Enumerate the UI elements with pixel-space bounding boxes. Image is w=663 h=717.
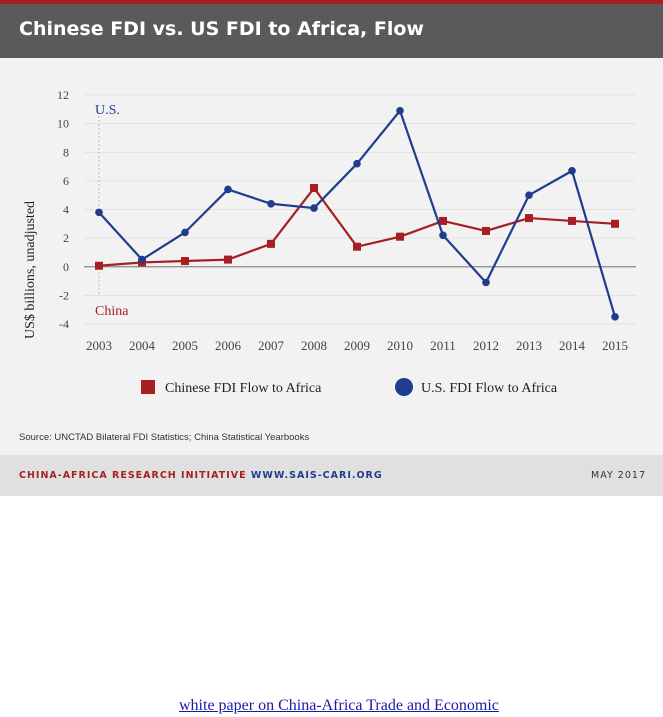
us-fdi-point xyxy=(181,228,189,237)
china-fdi-point xyxy=(267,239,275,248)
y-tick-label: 6 xyxy=(63,174,69,188)
x-tick-label: 2003 xyxy=(86,338,112,353)
x-tick-label: 2005 xyxy=(172,338,198,353)
y-tick-label: 8 xyxy=(63,145,69,159)
china-fdi-point xyxy=(568,216,576,225)
footer-date: MAY 2017 xyxy=(591,470,646,481)
legend-china-label: Chinese FDI Flow to Africa xyxy=(165,381,322,396)
us-fdi-point xyxy=(525,191,533,199)
china-fdi-point xyxy=(439,216,447,225)
x-tick-label: 2006 xyxy=(215,338,242,353)
x-tick-label: 2011 xyxy=(430,338,456,353)
grid-lines xyxy=(84,94,636,325)
legend-us-label: U.S. FDI Flow to Africa xyxy=(421,381,558,396)
us-fdi-point xyxy=(611,313,619,321)
series xyxy=(95,106,619,321)
white-paper-link[interactable]: white paper on China-Africa Trade and Ec… xyxy=(179,697,499,714)
chart-header: Chinese FDI vs. US FDI to Africa, Flow xyxy=(0,4,663,58)
china-fdi-point xyxy=(353,242,361,251)
us-fdi-point xyxy=(224,185,232,194)
us-fdi-point xyxy=(396,106,404,115)
chart-title: Chinese FDI vs. US FDI to Africa, Flow xyxy=(19,18,424,40)
y-axis: 12 10 8 6 4 2 0 -2 -4 xyxy=(57,88,69,331)
top-accent-stripe xyxy=(0,0,663,4)
china-fdi-point xyxy=(224,255,232,264)
source-note: Source: UNCTAD Bilateral FDI Statistics;… xyxy=(19,432,310,443)
y-tick-label: 10 xyxy=(57,117,69,131)
y-tick-label: 2 xyxy=(63,231,69,245)
y-tick-label: 0 xyxy=(63,260,69,274)
legend-us-swatch xyxy=(395,378,413,396)
us-fdi-line xyxy=(98,109,617,318)
china-fdi-line xyxy=(98,186,616,267)
china-fdi-point xyxy=(525,214,533,223)
y-tick-label: 4 xyxy=(63,203,69,217)
us-fdi-point xyxy=(95,208,103,217)
china-fdi-point xyxy=(95,261,103,270)
x-tick-label: 2008 xyxy=(301,338,327,353)
footer-url-link[interactable]: WWW.SAIS-CARI.ORG xyxy=(250,470,383,481)
china-fdi-point xyxy=(482,226,490,235)
footer-left: CHINA-AFRICA RESEARCH INITIATIVE WWW.SAI… xyxy=(19,470,383,481)
legend: Chinese FDI Flow to Africa U.S. FDI Flow … xyxy=(141,378,558,396)
x-tick-label: 2007 xyxy=(258,338,285,353)
x-axis: 2003 2004 2005 2006 2007 2008 2009 2010 2011 2012… xyxy=(86,338,628,353)
x-tick-label: 2004 xyxy=(129,338,156,353)
china-fdi-point xyxy=(396,232,404,241)
us-fdi-point xyxy=(310,204,318,212)
x-tick-label: 2009 xyxy=(344,338,370,353)
fdi-line-chart: 12 10 8 6 4 2 0 -2 -4 US$ billions, unadjusted 2… xyxy=(23,88,636,396)
china-fdi-point xyxy=(181,257,189,266)
china-fdi-point xyxy=(611,219,619,228)
us-fdi-point xyxy=(482,278,490,287)
us-fdi-point xyxy=(439,231,447,240)
china-fdi-point xyxy=(310,184,318,193)
annotations: U.S. China xyxy=(95,103,129,319)
y-axis-label: US$ billions, unadjusted xyxy=(23,201,38,339)
footer-org: CHINA-AFRICA RESEARCH INITIATIVE xyxy=(19,470,247,481)
y-tick-label: -4 xyxy=(59,317,69,331)
x-tick-label: 2012 xyxy=(473,338,499,353)
x-tick-label: 2013 xyxy=(516,338,542,353)
us-fdi-point xyxy=(267,199,275,208)
chart-card: Chinese FDI vs. US FDI to Africa, Flow 1… xyxy=(0,0,663,496)
us-fdi-point xyxy=(138,255,146,264)
us-fdi-point xyxy=(568,167,576,175)
x-tick-label: 2015 xyxy=(602,338,628,353)
us-series-annotation: U.S. xyxy=(95,103,120,118)
legend-china-swatch xyxy=(141,380,155,394)
china-series-annotation: China xyxy=(95,304,129,319)
y-tick-label: 12 xyxy=(57,88,69,102)
footer-bar: CHINA-AFRICA RESEARCH INITIATIVE WWW.SAI… xyxy=(0,455,663,496)
y-tick-label: -2 xyxy=(59,288,69,302)
x-tick-label: 2010 xyxy=(387,338,413,353)
x-tick-label: 2014 xyxy=(559,338,586,353)
us-fdi-point xyxy=(353,159,361,168)
